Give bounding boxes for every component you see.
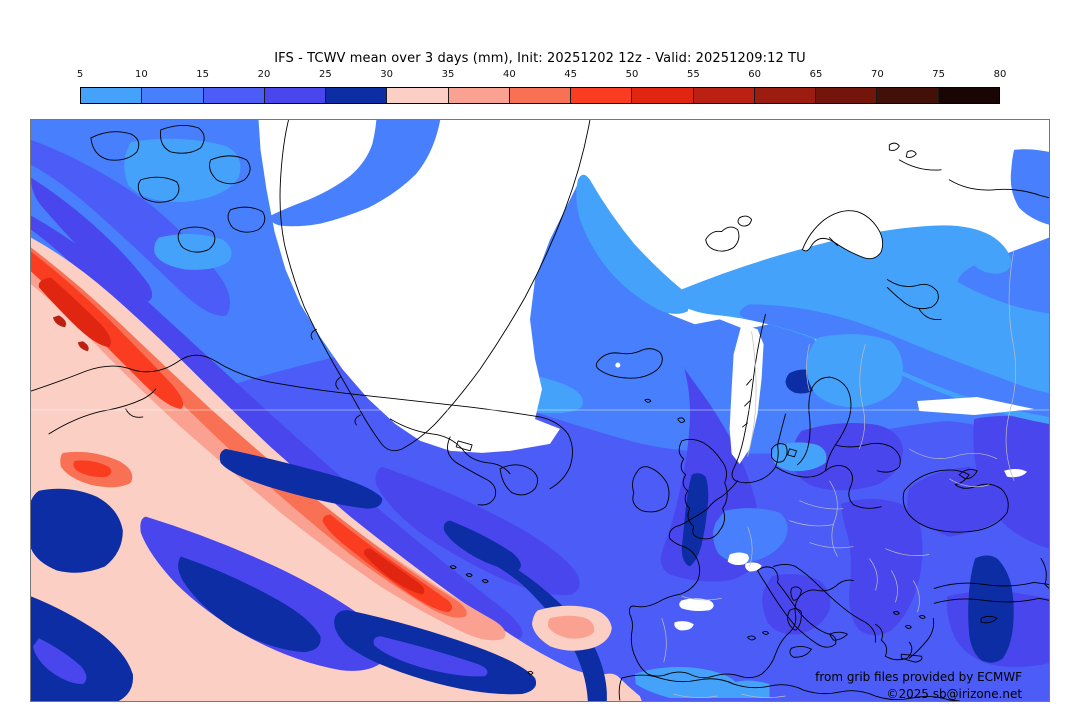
colorbar-segment-45-50 (571, 88, 633, 103)
colorbar-tick-45: 45 (564, 69, 578, 80)
colorbar-segment-40-45 (509, 88, 572, 103)
colorbar-tick-80: 80 (993, 69, 1007, 80)
colorbar-tick-25: 25 (318, 69, 332, 80)
colorbar-segment-55-60 (693, 88, 755, 103)
colorbar-segment-30-35 (387, 88, 449, 103)
coastlines (31, 120, 1049, 701)
colorbar-segment-10-15 (142, 88, 204, 103)
attribution-line1: from grib files provided by ECMWF (815, 670, 1022, 684)
colorbar-segment-5-10 (81, 88, 143, 103)
chart-title: IFS - TCWV mean over 3 days (mm), Init: … (274, 51, 806, 66)
colorbar-tick-40: 40 (502, 69, 516, 80)
map-container: from grib files provided by ECMWF ©2025 … (30, 119, 1050, 702)
colorbar-tick-15: 15 (196, 69, 210, 80)
colorbar-segment-20-25 (264, 88, 327, 103)
fill-layers (31, 120, 1049, 701)
colorbar-tick-65: 65 (809, 69, 823, 80)
colorbar-ticks: 5 10 15 20 25 30 35 40 45 50 55 60 65 70 75 80 (0, 69, 1080, 83)
colorbar-tick-35: 35 (441, 69, 455, 80)
colorbar-tick-70: 70 (870, 69, 884, 80)
country-borders (661, 249, 1017, 698)
colorbar-segment-75-80 (938, 88, 999, 103)
colorbar-tick-5: 5 (76, 69, 84, 80)
colorbar-segment-70-75 (877, 88, 939, 103)
colorbar-segment-35-40 (448, 88, 510, 103)
colorbar-tick-30: 30 (380, 69, 394, 80)
tcwv-map: from grib files provided by ECMWF ©2025 … (31, 120, 1049, 701)
colorbar-segment-60-65 (754, 88, 817, 103)
colorbar-segment-50-55 (632, 88, 694, 103)
colorbar-tick-50: 50 (625, 69, 639, 80)
colorbar-tick-10: 10 (134, 69, 148, 80)
attribution-line2: ©2025 sb@irizone.net (887, 687, 1023, 701)
colorbar-tick-75: 75 (932, 69, 946, 80)
colorbar-tick-20: 20 (257, 69, 271, 80)
colorbar (80, 87, 1000, 104)
colorbar-tick-55: 55 (686, 69, 700, 80)
colorbar-segment-65-70 (816, 88, 878, 103)
colorbar-segment-25-30 (326, 88, 388, 103)
colorbar-segment-15-20 (203, 88, 265, 103)
colorbar-tick-60: 60 (748, 69, 762, 80)
